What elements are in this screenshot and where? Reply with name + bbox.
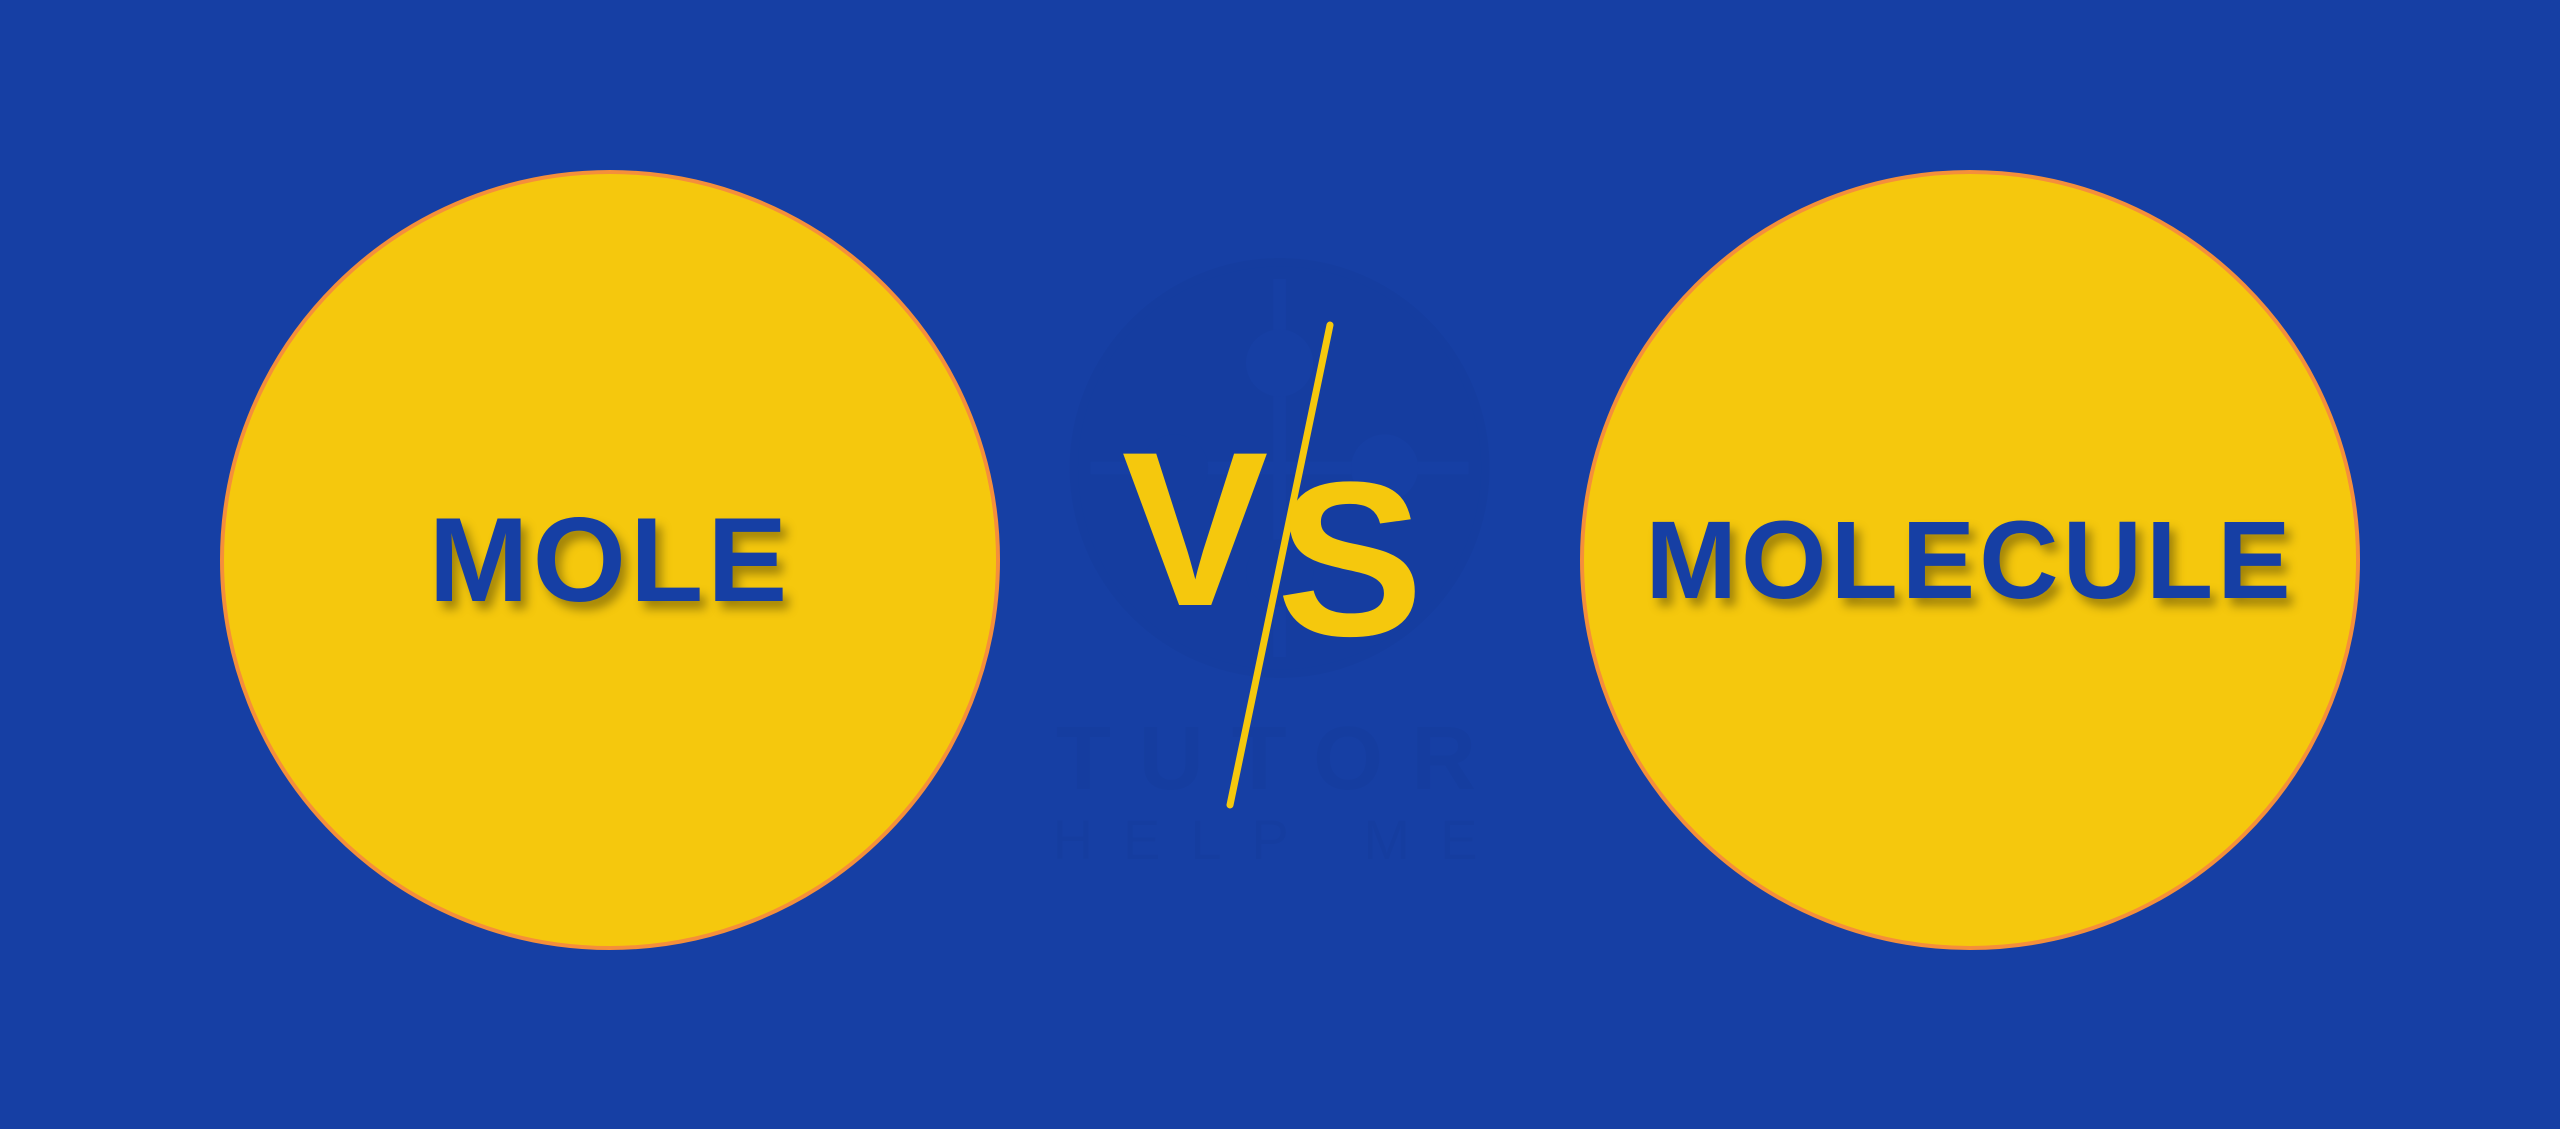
- right-label: MOLECULE: [1645, 497, 2294, 624]
- vs-divider: V S: [1100, 305, 1460, 825]
- left-label: MOLE: [429, 491, 792, 629]
- vs-icon: V S: [1100, 305, 1460, 825]
- vs-letter-v: V: [1122, 406, 1269, 652]
- vs-letter-s: S: [1277, 436, 1424, 682]
- left-circle: MOLE: [220, 170, 1000, 950]
- right-circle: MOLECULE: [1580, 170, 2360, 950]
